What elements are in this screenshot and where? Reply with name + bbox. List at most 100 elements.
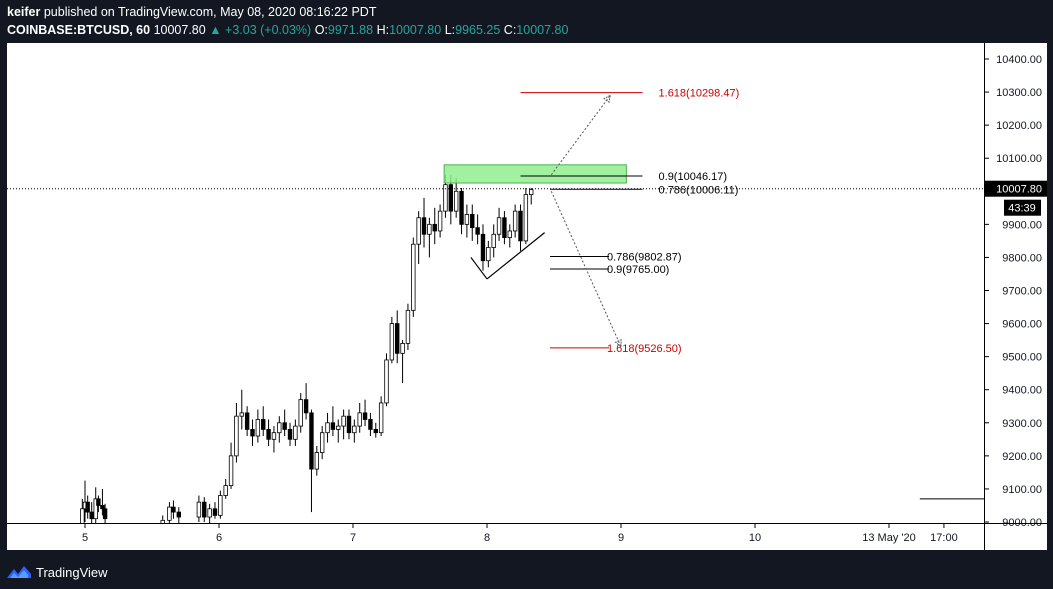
candle-down <box>212 508 218 516</box>
candle-up <box>223 485 228 496</box>
candle-down <box>421 217 427 235</box>
symbol-name: COINBASE:BTCUSD, 60 <box>7 23 151 37</box>
candle-up <box>416 217 421 245</box>
price-tick-label: 9700.00 <box>1002 286 1042 298</box>
candle-up <box>491 233 496 248</box>
candle-down <box>470 214 475 229</box>
candle-down <box>448 184 454 212</box>
candle-up <box>523 194 529 242</box>
close-label: C: <box>503 23 517 37</box>
tradingview-logo-icon <box>7 566 31 578</box>
plot-area: 1.618(10298.47) 0.9(10046.17)0.786(10006.… <box>7 88 984 523</box>
candle-down <box>395 323 400 354</box>
time-tick-label: 17:00 <box>930 532 958 544</box>
candle-down <box>480 233 486 262</box>
price-tick-label: 10100.00 <box>996 153 1042 165</box>
candle-down <box>287 428 293 440</box>
candle-up <box>352 425 357 434</box>
candle-up <box>496 217 502 235</box>
countdown-badge <box>1004 199 1041 216</box>
candle-up <box>277 422 282 434</box>
price-tick-label: 9900.00 <box>1002 219 1042 231</box>
fib-level-label: 1.618(9526.50) <box>607 343 682 355</box>
price-tick-label: 9400.00 <box>1002 385 1042 397</box>
projection-arrow-head <box>603 94 611 104</box>
tradingview-brand: TradingView <box>36 564 108 580</box>
candle-up <box>160 519 165 523</box>
candle-up <box>234 415 239 457</box>
candle-down <box>266 428 271 440</box>
chart-panel[interactable]: 10400.0010300.0010200.0010100.0010000.00… <box>7 43 1047 550</box>
candle-down <box>459 190 464 225</box>
price-tick-label: 9600.00 <box>1002 319 1042 331</box>
candle-up <box>293 425 298 440</box>
fib-level-label: 0.9(10046.17) <box>659 171 728 183</box>
candle-up <box>464 214 470 225</box>
price-chart[interactable]: 10400.0010300.0010200.0010100.0010000.00… <box>7 43 1047 550</box>
candle-up <box>239 412 244 417</box>
low-label: L: <box>444 23 456 37</box>
candle-up <box>228 455 234 487</box>
candle-down <box>368 419 373 430</box>
candle-up <box>437 210 443 232</box>
candle-up <box>325 422 330 434</box>
time-tick-label: 7 <box>350 532 356 544</box>
candle-up <box>314 452 320 470</box>
price-tick-label: 10200.00 <box>996 120 1042 132</box>
candle-up <box>298 399 303 427</box>
open-label: O: <box>314 23 328 37</box>
time-tick-label: 8 <box>484 532 490 544</box>
time-tick-label: 10 <box>749 532 761 544</box>
candle-up <box>405 309 411 344</box>
candle-down <box>373 428 378 434</box>
symbol-info: COINBASE:BTCUSD, 60 10007.80 ▲ +3.03 (+0… <box>7 23 568 37</box>
published-text: published on TradingView.com, May 08, 20… <box>43 5 377 19</box>
price-tick-label: 9200.00 <box>1002 451 1042 463</box>
candle-up <box>453 190 459 212</box>
candle-up <box>400 343 405 354</box>
candle-up <box>336 425 341 430</box>
price-tick-label: 9800.00 <box>1002 252 1042 264</box>
candle-up <box>207 508 212 518</box>
candle-up <box>218 495 223 516</box>
candle-up <box>319 432 325 453</box>
candle-down <box>100 505 105 510</box>
candle-up <box>529 189 534 195</box>
candle-down <box>244 412 250 430</box>
fib-level-label: 0.9(9765.00) <box>607 264 669 276</box>
candle-down <box>362 412 368 420</box>
supply-zone <box>443 164 627 184</box>
time-tick-label: 13 May '20 <box>862 532 915 544</box>
candle-up <box>486 247 491 262</box>
price-tick-label: 10300.00 <box>996 87 1042 99</box>
triangle-support-line <box>486 232 545 280</box>
candle-up <box>507 230 512 238</box>
fib-level-label: 1.618(10298.47) <box>659 88 740 100</box>
last-price: 10007.80 <box>153 23 206 37</box>
candle-up <box>389 323 395 361</box>
candle-up <box>443 184 448 212</box>
candle-down <box>261 419 266 430</box>
triangle-edge-line <box>470 257 488 280</box>
candle-down <box>250 428 255 437</box>
countdown-label: 43:39 <box>1008 203 1036 215</box>
candle-down <box>89 511 94 520</box>
publish-info: keifer published on TradingView.com, May… <box>7 5 376 19</box>
candle-down <box>518 210 523 242</box>
tradingview-footer: TradingView <box>7 563 108 581</box>
price-change: ▲ +3.03 (+0.03%) <box>209 23 312 37</box>
candle-up <box>93 498 98 520</box>
candle-up <box>512 210 518 232</box>
high-label: H: <box>376 23 390 37</box>
candle-down <box>309 412 314 470</box>
candle-up <box>411 243 416 311</box>
candle-up <box>255 419 261 437</box>
candle-down <box>202 501 207 518</box>
fib-level-label: 0.786(9802.87) <box>607 251 682 263</box>
candle-down <box>171 506 176 513</box>
candle-down <box>502 217 507 238</box>
close-value: 10007.80 <box>516 23 569 37</box>
author-name: keifer <box>7 5 41 19</box>
time-tick-label: 5 <box>82 532 88 544</box>
fib-level-label: 0.786(10006.11) <box>659 184 739 196</box>
